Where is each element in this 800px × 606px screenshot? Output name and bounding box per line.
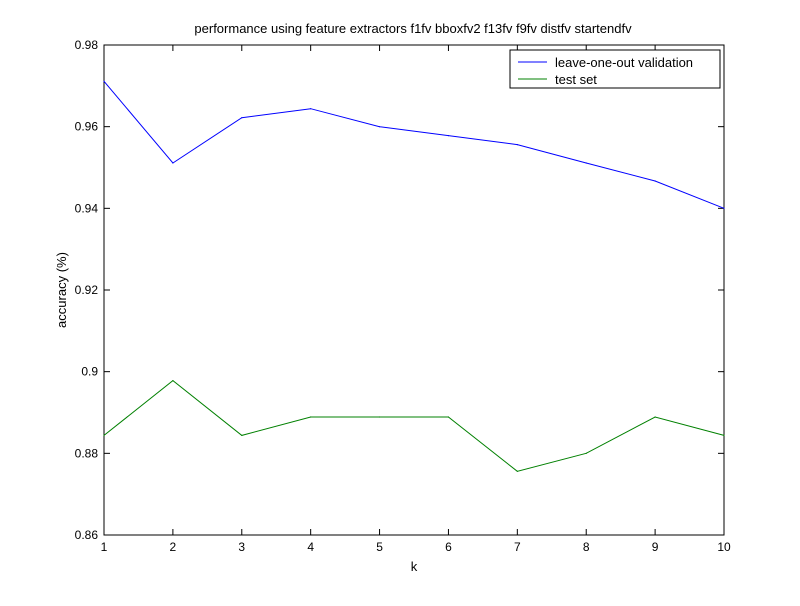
data-point bbox=[447, 135, 450, 137]
y-axis: 0.86 0.88 0.9 0.92 0.94 0.96 0.98 bbox=[75, 38, 724, 542]
chart-title: performance using feature extractors f1f… bbox=[194, 21, 632, 36]
x-tick-label: 9 bbox=[652, 540, 659, 554]
data-point bbox=[241, 117, 243, 119]
x-tick-label: 2 bbox=[170, 540, 177, 554]
data-point bbox=[241, 434, 243, 436]
y-tick-label: 0.98 bbox=[75, 38, 99, 52]
y-tick-label: 0.88 bbox=[75, 446, 99, 460]
legend-label-test-set: test set bbox=[555, 72, 597, 87]
x-axis-label: k bbox=[411, 559, 418, 574]
x-tick-label: 7 bbox=[514, 540, 521, 554]
y-axis-label: accuracy (%) bbox=[54, 252, 69, 328]
data-point bbox=[654, 416, 656, 418]
plot-area bbox=[103, 44, 725, 536]
x-tick-label: 3 bbox=[238, 540, 245, 554]
data-point bbox=[516, 470, 518, 472]
series-layer bbox=[103, 80, 725, 472]
x-tick-label: 10 bbox=[717, 540, 731, 554]
x-tick-label: 8 bbox=[583, 540, 590, 554]
data-point bbox=[172, 380, 174, 382]
data-point bbox=[310, 108, 312, 110]
x-axis: 1 2 3 4 5 6 7 8 9 10 bbox=[101, 45, 731, 554]
x-tick-label: 4 bbox=[307, 540, 314, 554]
data-point bbox=[310, 416, 312, 418]
y-tick-label: 0.86 bbox=[75, 528, 99, 542]
y-tick-label: 0.94 bbox=[75, 201, 99, 215]
legend-label-leave-one-out: leave-one-out validation bbox=[555, 55, 693, 70]
data-point bbox=[723, 434, 725, 436]
data-point bbox=[447, 416, 450, 418]
x-tick-label: 6 bbox=[445, 540, 452, 554]
y-tick-label: 0.96 bbox=[75, 120, 99, 134]
data-point bbox=[723, 207, 725, 209]
legend: leave-one-out validation test set bbox=[509, 49, 721, 89]
series-line-leave-one-out bbox=[103, 80, 725, 209]
data-point bbox=[654, 180, 656, 182]
series-line-test-set bbox=[103, 379, 725, 472]
data-point bbox=[172, 162, 174, 164]
x-tick-label: 1 bbox=[101, 540, 108, 554]
y-tick-label: 0.92 bbox=[75, 283, 99, 297]
data-point bbox=[103, 80, 105, 82]
data-point bbox=[585, 162, 587, 164]
data-point bbox=[516, 144, 518, 146]
y-tick-label: 0.9 bbox=[81, 365, 98, 379]
data-point bbox=[103, 434, 105, 436]
data-point bbox=[378, 416, 381, 418]
x-tick-label: 5 bbox=[376, 540, 383, 554]
data-point bbox=[585, 452, 587, 454]
legend-box bbox=[509, 49, 721, 89]
data-point bbox=[378, 126, 381, 128]
